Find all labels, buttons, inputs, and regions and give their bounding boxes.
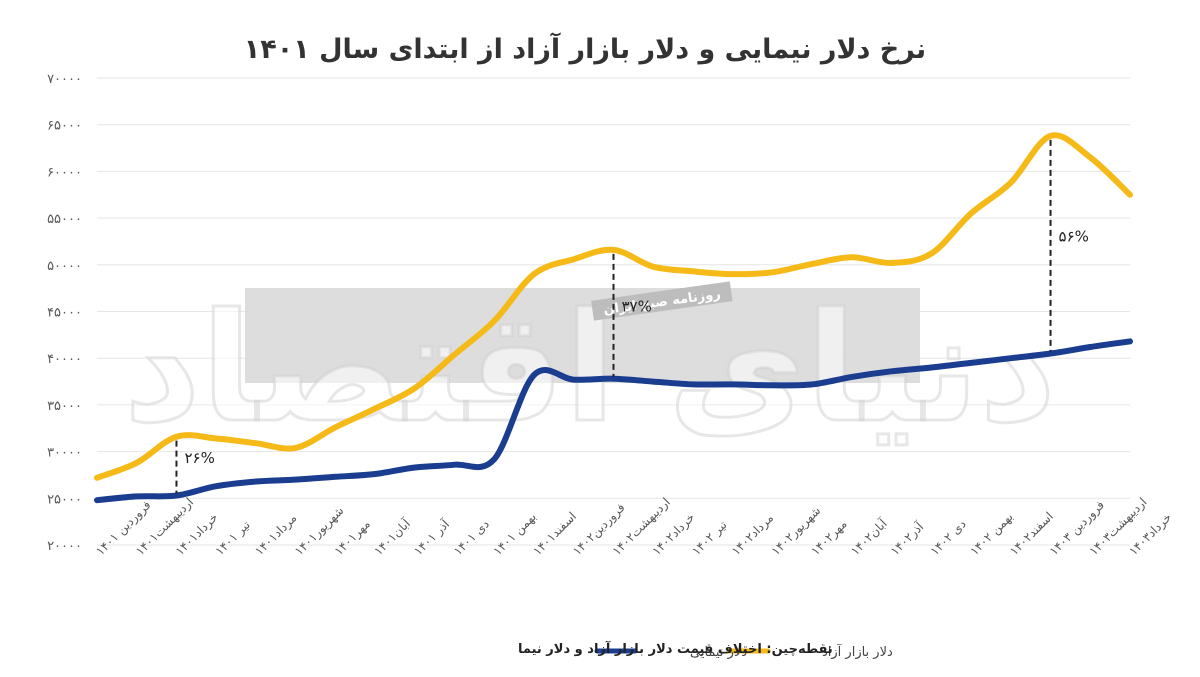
legend-label-nima: دلار نیمایی	[690, 645, 747, 660]
watermark-logo: دنیای اقتصاد	[124, 282, 1057, 456]
gap-percent-label: ۵۶%	[1059, 228, 1089, 246]
series-lines	[94, 132, 1133, 504]
chart-note: نقطه‌چین: اختلاف قیمت دلار بازار آزاد و …	[518, 640, 833, 657]
chart-title: نرخ دلار نیمایی و دلار بازار آزاد از ابت…	[244, 32, 926, 65]
y-tick-label: ۴۵۰۰۰	[47, 306, 82, 321]
x-tick-label: تیر ۱۴۰۲	[689, 518, 730, 559]
gap-percent-label: ۲۶%	[184, 449, 214, 467]
watermark-band	[245, 288, 920, 383]
y-tick-label: ۴۰۰۰۰	[47, 352, 82, 367]
gap-annotations: ۲۶% ۳۷% ۵۶%	[175, 139, 1089, 494]
x-tick-label: دی ۱۴۰۲	[928, 517, 969, 558]
y-tick-label: ۷۰۰۰۰	[47, 72, 82, 87]
y-tick-label: ۲۵۰۰۰	[47, 492, 82, 507]
legend-label-free: دلار بازار آزاد	[822, 643, 893, 660]
x-tick-label: آبان۱۴۰۱	[371, 515, 414, 558]
series-line-nima	[94, 338, 1133, 504]
y-tick-label: ۳۰۰۰۰	[47, 446, 82, 461]
y-tick-label: ۵۰۰۰۰	[47, 259, 82, 274]
x-tick-label: آذر۱۴۰۲	[887, 519, 927, 559]
x-tick-label: تیر ۱۴۰۱	[212, 518, 253, 559]
x-tick-label: دی ۱۴۰۱	[451, 517, 492, 558]
y-tick-label: ۲۰۰۰۰	[47, 539, 82, 554]
x-tick-label: مرداد۱۴۰۲	[729, 511, 777, 559]
watermark-badge	[591, 281, 733, 321]
series-line-free-market	[94, 132, 1133, 481]
x-tick-label: آذر ۱۴۰۱	[410, 516, 453, 559]
gap-percent-label: ۳۷%	[622, 297, 652, 315]
y-tick-label: ۵۵۰۰۰	[47, 212, 82, 227]
x-tick-label: مرداد۱۴۰۱	[252, 511, 300, 559]
y-tick-label: ۶۵۰۰۰	[47, 119, 82, 134]
x-tick-label: مهر۱۴۰۲	[808, 517, 850, 559]
x-tick-label: مهر۱۴۰۱	[332, 517, 374, 559]
x-tick-label: آبان۱۴۰۲	[847, 515, 890, 558]
legend: دلار بازار آزاد دلار نیمایی	[594, 643, 893, 660]
y-tick-label: ۳۵۰۰۰	[47, 399, 82, 414]
y-tick-label: ۶۰۰۰۰	[47, 165, 82, 180]
watermark: دنیای اقتصاد روزنامه صبح ایران	[122, 281, 1058, 458]
y-axis: ۲۰۰۰۰ ۲۵۰۰۰ ۳۰۰۰۰ ۳۵۰۰۰ ۴۰۰۰۰ ۴۵۰۰۰ ۵۰۰۰۰ ۵۵۰۰۰…	[47, 72, 82, 554]
